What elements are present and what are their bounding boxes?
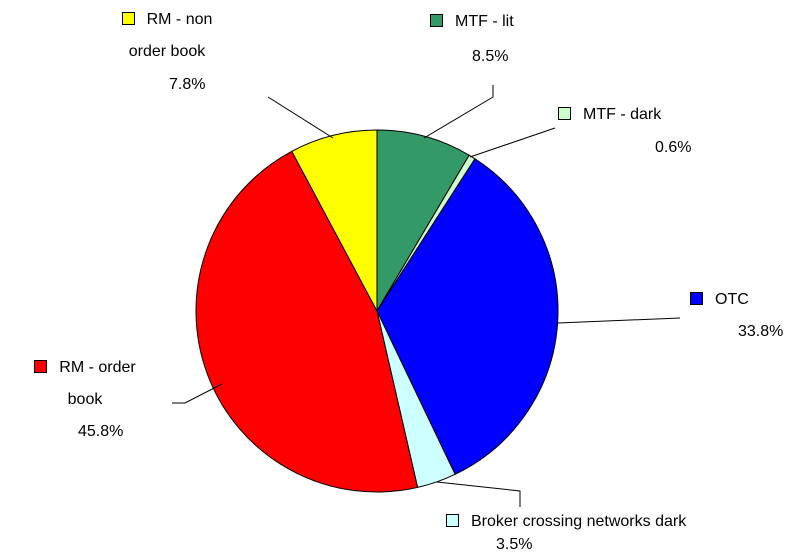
pie-slice [376,129,470,313]
leader-line [423,85,494,139]
value-label: 45.8% [78,423,124,440]
value-label: 3.5% [496,536,533,553]
pie-slice [291,129,378,312]
slice-label: MTF - dark [558,99,728,131]
value-label: 8.5% [472,48,509,65]
category-label: RM - non order book [128,11,213,60]
leader-line [267,96,334,139]
value-label: 0.6% [655,139,692,156]
legend-swatch [34,360,48,373]
category-label: MTF - dark [583,106,662,123]
leader-line [557,317,681,324]
leader-line [172,383,223,404]
category-label: Broker crossing networks dark [471,513,687,530]
category-label: OTC [715,291,749,308]
slice-label: RM - non order book [108,4,226,68]
category-label: RM - order book [59,359,136,408]
slice-label: Broker crossing networks dark [446,506,791,538]
category-label: MTF - lit [455,13,514,30]
legend-swatch [446,514,459,527]
pie-slice [376,158,559,475]
pie-slice [195,150,419,493]
legend-swatch [558,107,571,120]
value-label: 33.8% [738,323,784,340]
legend-swatch [690,292,703,305]
legend-swatch [430,14,443,27]
slice-label: RM - order book [20,352,150,416]
slice-label: OTC [690,284,780,316]
value-label: 7.8% [169,76,206,93]
leader-line [436,481,521,507]
leader-line [469,127,556,158]
legend-swatch [121,12,135,25]
slice-label: MTF - lit [430,6,550,38]
